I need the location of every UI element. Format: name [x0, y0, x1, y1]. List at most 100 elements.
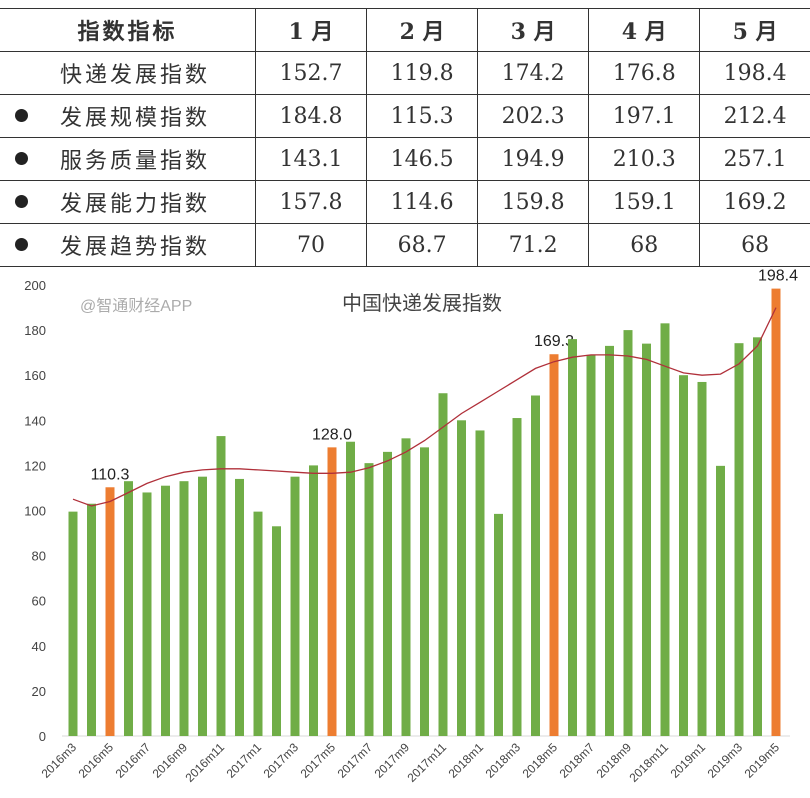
x-tick-label: 2017m1 — [224, 740, 265, 781]
y-tick-label: 160 — [24, 368, 46, 383]
bar — [753, 337, 762, 736]
y-tick-label: 0 — [39, 729, 46, 744]
bar — [642, 343, 651, 736]
bar — [457, 420, 466, 736]
y-tick-label: 80 — [32, 549, 46, 564]
row-label-text: 服务质量指数 — [60, 149, 211, 174]
table-cell: 157.8 — [254, 180, 367, 224]
table-cell: 71.2 — [477, 223, 589, 267]
row-label: 发展规模指数 — [0, 94, 256, 138]
header-month: 2 月 — [366, 8, 478, 52]
row-label: 发展能力指数 — [0, 180, 256, 224]
table-cell: 114.6 — [366, 180, 478, 224]
bar — [216, 436, 226, 736]
row-label-text: 发展能力指数 — [60, 192, 211, 217]
bar — [549, 354, 559, 736]
x-tick-label: 2019m3 — [705, 740, 746, 781]
x-tick-label: 2016m3 — [39, 740, 80, 781]
x-tick-label: 2016m5 — [76, 740, 117, 781]
data-label: 110.3 — [91, 466, 130, 483]
table-cell: 176.8 — [588, 51, 700, 95]
row-label-text: 发展趋势指数 — [60, 235, 211, 260]
table-cell: 68.7 — [366, 223, 478, 267]
chart-title: 中国快递发展指数 — [342, 292, 502, 315]
bar — [697, 381, 707, 736]
bar — [438, 393, 448, 736]
table-cell: 174.2 — [477, 51, 589, 95]
header-month: 5 月 — [699, 8, 810, 52]
bar — [124, 481, 133, 736]
row-label: 快递发展指数 — [0, 51, 256, 95]
watermark: @智通财经APP — [80, 298, 193, 315]
bar — [290, 476, 300, 736]
y-tick-label: 40 — [32, 639, 46, 654]
bullet-icon — [15, 195, 28, 208]
table-row: 发展规模指数 184.8 115.3 202.3 197.1 212.4 — [0, 94, 810, 138]
data-label: 128.0 — [312, 426, 352, 443]
table-row: 发展能力指数 157.8 114.6 159.8 159.1 169.2 — [0, 180, 810, 224]
x-tick-label: 2018m5 — [520, 740, 561, 781]
y-tick-label: 100 — [24, 504, 46, 519]
bar — [679, 375, 688, 736]
x-tick-label: 2016m11 — [182, 740, 227, 785]
bar — [346, 441, 355, 736]
table-cell: 159.1 — [588, 180, 700, 224]
table-cell: 68 — [588, 223, 700, 267]
bar — [494, 513, 503, 736]
header-month: 4 月 — [588, 8, 700, 52]
bar — [309, 465, 318, 736]
table-cell: 198.4 — [699, 51, 810, 95]
bar — [512, 418, 522, 736]
table-cell: 119.8 — [366, 51, 478, 95]
table-cell: 115.3 — [366, 94, 478, 138]
bar — [531, 395, 540, 736]
table-row: 服务质量指数 143.1 146.5 194.9 210.3 257.1 — [0, 137, 810, 181]
x-tick-label: 2017m3 — [261, 740, 302, 781]
row-label: 发展趋势指数 — [0, 223, 256, 267]
bar — [660, 323, 670, 736]
table-cell: 152.7 — [254, 51, 367, 95]
x-tick-label: 2017m7 — [335, 740, 376, 781]
table-cell: 202.3 — [477, 94, 589, 138]
y-tick-label: 140 — [24, 413, 46, 428]
bar — [327, 447, 337, 736]
row-label-text: 发展规模指数 — [60, 106, 211, 131]
x-tick-label: 2017m5 — [298, 740, 339, 781]
bar — [401, 438, 411, 736]
bullet-icon — [15, 109, 28, 122]
x-tick-label: 2019m5 — [742, 740, 783, 781]
bar — [383, 451, 392, 736]
bar — [105, 487, 115, 736]
table-cell: 70 — [254, 223, 367, 267]
table-cell: 184.8 — [254, 94, 367, 138]
header-month: 1 月 — [254, 8, 367, 52]
bar — [161, 485, 170, 736]
bar — [364, 463, 374, 736]
table-cell: 159.8 — [477, 180, 589, 224]
table-cell: 169.2 — [699, 180, 810, 224]
bar — [734, 343, 744, 736]
x-tick-label: 2018m3 — [483, 740, 524, 781]
x-tick-label: 2019m1 — [668, 740, 709, 781]
bar — [568, 339, 577, 736]
x-tick-label: 2016m7 — [113, 740, 154, 781]
bullet-icon — [15, 238, 28, 251]
x-tick-label: 2018m1 — [446, 740, 487, 781]
table-cell: 68 — [699, 223, 810, 267]
table-cell: 212.4 — [699, 94, 810, 138]
table-cell: 143.1 — [254, 137, 367, 181]
table-row: 发展趋势指数 70 68.7 71.2 68 68 — [0, 223, 810, 267]
bar — [68, 511, 78, 736]
table-cell: 146.5 — [366, 137, 478, 181]
bar — [716, 465, 725, 736]
bar — [605, 345, 614, 736]
bar — [235, 478, 244, 736]
y-tick-label: 20 — [32, 684, 46, 699]
x-tick-label: 2018m7 — [557, 740, 598, 781]
row-label: 服务质量指数 — [0, 137, 256, 181]
bar — [420, 447, 429, 736]
bar — [623, 330, 633, 736]
bar — [87, 503, 96, 736]
y-tick-label: 200 — [24, 278, 46, 293]
bar — [272, 526, 281, 736]
